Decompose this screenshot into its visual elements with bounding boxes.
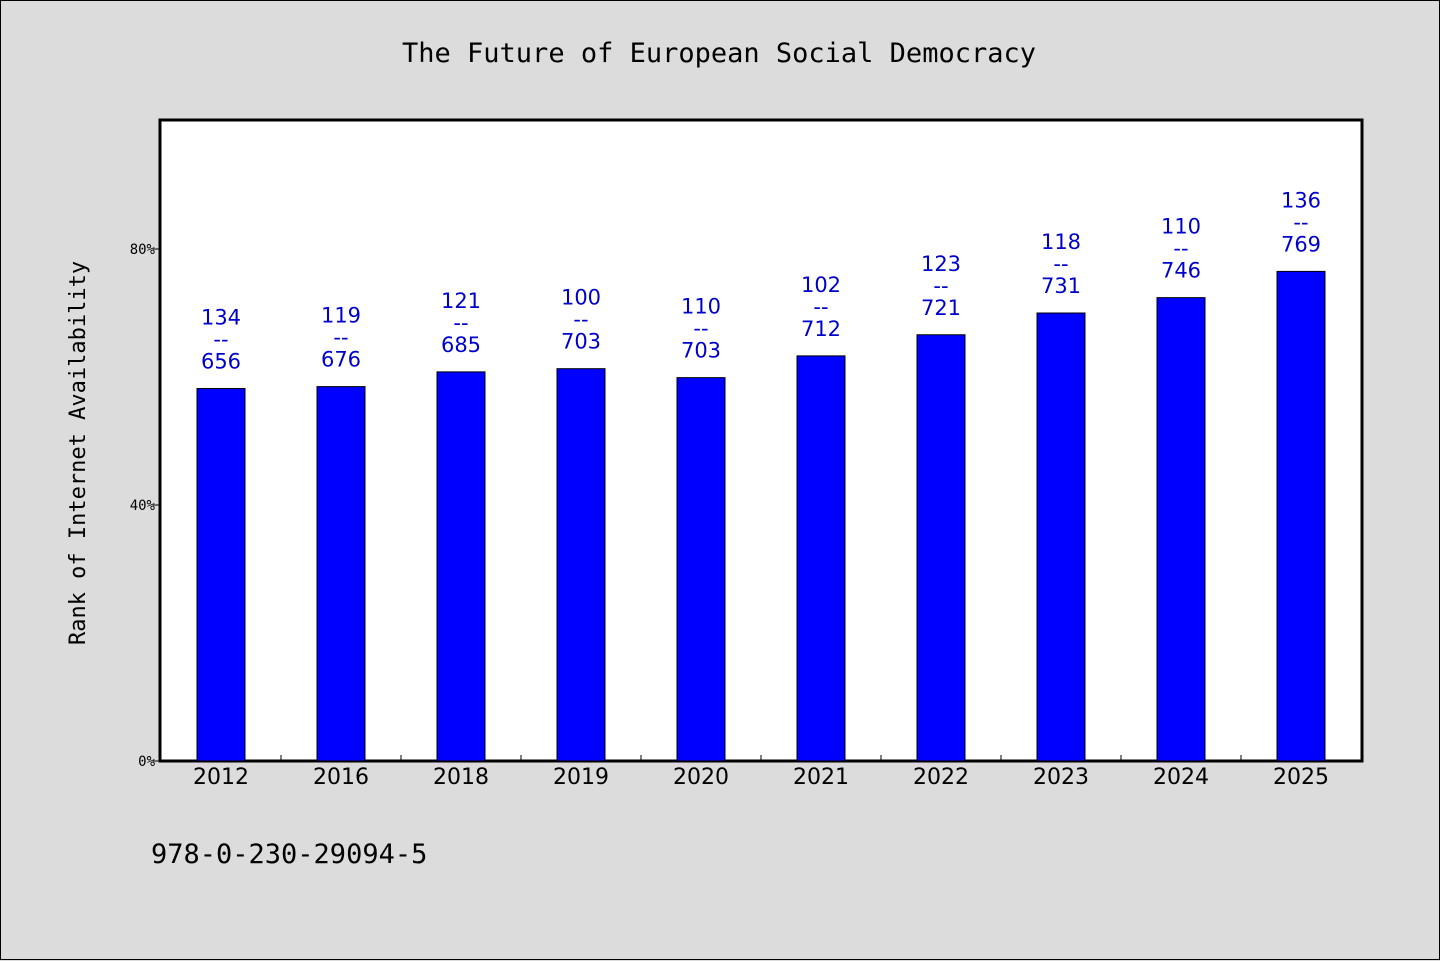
data-label-2018-line-1: 121: [441, 289, 481, 313]
bar-2023: [1036, 312, 1086, 762]
y-tick-label-80: 80%: [130, 242, 156, 258]
data-label-2016-line-3: 676: [321, 348, 361, 372]
bar-2019: [556, 368, 606, 762]
data-label-2012-line-3: 656: [201, 350, 241, 374]
bar-2021: [796, 355, 846, 762]
data-label-2020-line-1: 110: [681, 295, 721, 319]
x-tick-label-2025: 2025: [1273, 765, 1329, 790]
bar-2012: [196, 388, 246, 762]
data-label-2018-line-3: 685: [441, 333, 481, 357]
bar-2016: [316, 386, 366, 762]
data-label-2022-line-1: 123: [921, 252, 961, 276]
data-label-2016-line-2: --: [333, 326, 348, 350]
data-label-2019-line-1: 100: [561, 286, 601, 310]
x-axis: 2012 2016 2018 2019 2020 2021 2022 2023 2024 2025: [193, 755, 1329, 790]
data-label-2020-line-2: --: [693, 317, 708, 341]
data-label-2018-line-2: --: [453, 311, 468, 335]
x-tick-label-2021: 2021: [793, 765, 849, 790]
x-tick-label-2016: 2016: [313, 765, 369, 790]
data-label-2019-line-3: 703: [561, 330, 601, 354]
footnote-isbn: 978-0-230-29094-5: [151, 839, 427, 870]
data-label-2024-line-2: --: [1173, 237, 1188, 261]
x-tick-label-2024: 2024: [1153, 765, 1209, 790]
data-label-2025-line-1: 136: [1281, 188, 1321, 212]
data-label-2021-line-1: 102: [801, 273, 841, 297]
data-label-2025-line-2: --: [1293, 210, 1308, 234]
data-label-2023-line-1: 118: [1041, 230, 1081, 254]
bar-2020: [676, 377, 726, 762]
x-tick-label-2023: 2023: [1033, 765, 1089, 790]
data-label-2021-line-2: --: [813, 295, 828, 319]
data-label-2012-line-1: 134: [201, 306, 241, 330]
y-tick-label-0: 0%: [138, 754, 155, 770]
data-label-2021-line-3: 712: [801, 317, 841, 341]
bars-layer: [196, 270, 1326, 762]
y-axis-label: Rank of Internet Availability: [66, 261, 91, 645]
data-label-2019-line-2: --: [573, 308, 588, 332]
data-label-2012-line-2: --: [213, 328, 228, 352]
data-label-2016-line-1: 119: [321, 304, 361, 328]
data-label-2023-line-2: --: [1053, 252, 1068, 276]
x-tick-label-2022: 2022: [913, 765, 969, 790]
bar-2018: [436, 371, 486, 762]
data-label-2020-line-3: 703: [681, 339, 721, 363]
bar-2024: [1156, 297, 1206, 762]
x-tick-label-2019: 2019: [553, 765, 609, 790]
data-label-2024-line-1: 110: [1161, 215, 1201, 239]
bar-2025: [1276, 270, 1326, 762]
x-tick-label-2018: 2018: [433, 765, 489, 790]
data-label-2023-line-3: 731: [1041, 274, 1081, 298]
y-axis: 0% 40% 80%: [130, 242, 161, 770]
x-tick-label-2020: 2020: [673, 765, 729, 790]
chart-title: The Future of European Social Democracy: [402, 38, 1036, 69]
y-tick-label-40: 40%: [130, 498, 156, 514]
data-label-2025-line-3: 769: [1281, 232, 1321, 256]
data-label-2022-line-3: 721: [921, 296, 961, 320]
bar-2022: [916, 334, 966, 762]
data-labels-layer: 134--656119--676121--685100--703110--703…: [201, 188, 1321, 373]
data-label-2024-line-3: 746: [1161, 259, 1201, 283]
data-label-2022-line-2: --: [933, 274, 948, 298]
x-tick-label-2012: 2012: [193, 765, 249, 790]
